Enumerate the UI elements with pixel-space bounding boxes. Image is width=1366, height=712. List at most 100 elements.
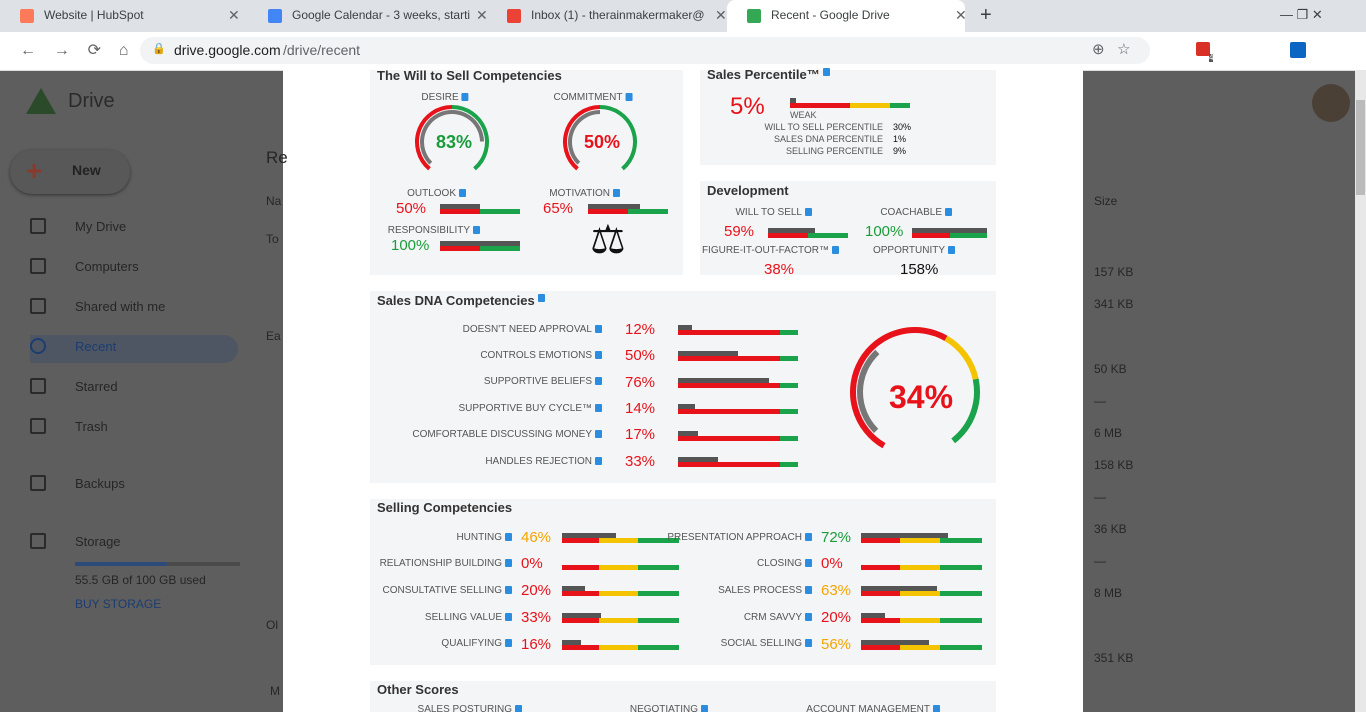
info-icon[interactable] [537, 293, 545, 302]
info-icon[interactable] [459, 188, 466, 197]
omnibox-icons[interactable]: ⊕ ☆ [1092, 41, 1131, 58]
score-bar [678, 351, 738, 357]
info-icon[interactable] [595, 350, 602, 359]
info-icon[interactable] [805, 559, 812, 568]
tab-title[interactable]: Recent - Google Drive [771, 9, 890, 21]
info-icon[interactable] [805, 612, 812, 621]
new-label[interactable]: New [72, 163, 101, 177]
file-size: — [1094, 395, 1106, 407]
window-controls[interactable]: — ❐ ✕ [1280, 7, 1323, 22]
info-icon[interactable] [805, 639, 812, 648]
score-bar [678, 377, 770, 383]
section-title: The Will to Sell Competencies [377, 69, 562, 82]
nav-buttons[interactable]: ← → ⟳ ⌂ [20, 42, 129, 59]
info-icon[interactable] [805, 585, 812, 594]
score-value-text: 38% [764, 260, 795, 278]
file-size-text: 158 KB [1094, 458, 1134, 473]
info-icon[interactable] [505, 612, 512, 621]
score-bar [678, 404, 695, 410]
tab-title[interactable]: Google Calendar - 3 weeks, starti [292, 9, 470, 21]
label: CRM SAVVY [744, 612, 812, 623]
info-icon[interactable] [473, 225, 480, 234]
nav-item[interactable]: Starred [75, 380, 118, 393]
info-icon[interactable] [701, 704, 708, 712]
info-icon[interactable] [613, 188, 620, 197]
score-value: 0% [821, 556, 843, 571]
info-icon[interactable] [505, 559, 512, 568]
omnibox[interactable] [140, 37, 1150, 64]
list-fragment-text: Ea [266, 329, 281, 344]
info-icon[interactable] [595, 403, 602, 412]
bar-band [780, 409, 798, 415]
label: NEGOTIATING [630, 704, 708, 712]
info-icon[interactable] [595, 324, 602, 333]
info-icon[interactable] [595, 377, 602, 386]
tab-close[interactable]: ✕ [228, 7, 240, 23]
new-tab[interactable]: + [980, 4, 992, 26]
label-text: SELLING VALUE [424, 611, 502, 623]
nav-item[interactable]: Trash [75, 420, 108, 433]
gauge-value-label-text: 50% [583, 132, 621, 153]
section-title: Other Scores [377, 683, 459, 696]
extension-icon[interactable] [1196, 42, 1210, 56]
new-button[interactable] [10, 150, 130, 194]
label: SALES POSTURING [418, 704, 522, 712]
bar-band [861, 618, 900, 624]
info-icon[interactable] [945, 207, 952, 216]
buy-storage[interactable]: BUY STORAGE [75, 598, 161, 610]
nav-item[interactable]: Storage [75, 535, 121, 548]
info-icon[interactable] [805, 532, 812, 541]
tab-close[interactable]: ✕ [476, 7, 488, 23]
score-value: 16% [521, 637, 551, 652]
info-icon[interactable] [822, 67, 830, 76]
label: WILL TO SELL PERCENTILE [764, 123, 883, 132]
label: OUTLOOK [407, 188, 466, 199]
nav-item[interactable]: My Drive [75, 220, 126, 233]
info-icon[interactable] [505, 639, 512, 648]
nav-item[interactable]: Shared with me [75, 300, 165, 313]
tab-title[interactable]: Inbox (1) - therainmakermaker@ [531, 9, 705, 21]
info-icon[interactable] [515, 704, 522, 712]
nav-item[interactable]: Recent [75, 340, 116, 353]
extension-badge-text: 4 [1209, 52, 1214, 62]
label-text: SUPPORTIVE BUY CYCLE™ [458, 402, 592, 414]
info-icon[interactable] [805, 207, 812, 216]
info-icon[interactable] [461, 92, 469, 101]
info-icon[interactable] [625, 92, 633, 101]
nav-item[interactable]: Backups [75, 477, 125, 490]
tab-title-text: Inbox (1) - therainmakermaker@ [531, 8, 705, 23]
bar-band [599, 538, 639, 543]
label-text: CLOSING [756, 558, 802, 570]
score-value: 20% [521, 583, 551, 598]
info-icon[interactable] [948, 245, 955, 254]
info-icon[interactable] [505, 532, 512, 541]
info-icon[interactable] [832, 245, 839, 254]
list-fragment-text: M [270, 684, 280, 699]
bar-band [780, 356, 798, 362]
file-size: 6 MB [1094, 427, 1122, 439]
scrollbar[interactable] [1355, 70, 1366, 712]
linkedin-icon[interactable] [1290, 42, 1306, 58]
panel [370, 681, 996, 712]
tab-close[interactable]: ✕ [955, 7, 967, 23]
info-icon[interactable] [933, 704, 940, 712]
scrollbar-thumb[interactable] [1356, 100, 1365, 195]
info-icon[interactable] [505, 585, 512, 594]
score-bar [588, 204, 640, 209]
gauge-value-label-text: 83% [435, 132, 473, 153]
file-size-text: 351 KB [1094, 651, 1134, 666]
tab-close[interactable]: ✕ [715, 7, 727, 23]
section-title-text: The Will to Sell Competencies [377, 67, 562, 83]
bar-band [780, 382, 798, 388]
score-value: 20% [821, 610, 851, 625]
nav-item[interactable]: Computers [75, 260, 139, 273]
avatar[interactable] [1312, 84, 1350, 122]
active-tab[interactable] [727, 0, 965, 32]
info-icon[interactable] [595, 430, 602, 439]
label: COMFORTABLE DISCUSSING MONEY [412, 430, 602, 440]
score-value: 63% [821, 583, 851, 598]
score-value-text: 158% [900, 260, 939, 278]
bar-band [562, 591, 600, 597]
info-icon[interactable] [595, 456, 602, 465]
tab-title[interactable]: Website | HubSpot [44, 9, 144, 21]
